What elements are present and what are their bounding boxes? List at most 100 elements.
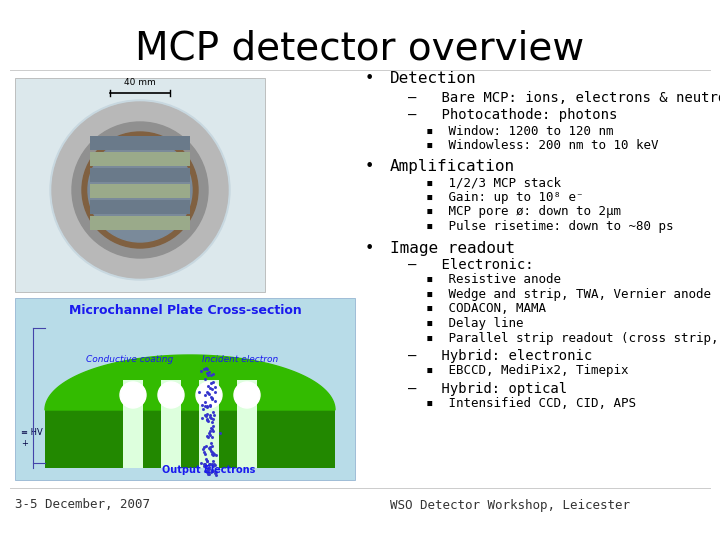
Text: ▪  Resistive anode: ▪ Resistive anode xyxy=(426,273,561,286)
Point xyxy=(202,456,213,465)
Text: –   Electronic:: – Electronic: xyxy=(408,258,534,272)
Point xyxy=(199,375,211,383)
Point xyxy=(202,371,214,380)
Point xyxy=(204,427,215,435)
Point xyxy=(209,461,220,469)
Point xyxy=(202,403,213,411)
Point xyxy=(202,464,213,473)
Point xyxy=(198,442,210,451)
FancyBboxPatch shape xyxy=(15,298,355,480)
Point xyxy=(201,415,212,423)
Text: ▪  Intensified CCD, CID, APS: ▪ Intensified CCD, CID, APS xyxy=(426,397,636,410)
Circle shape xyxy=(72,122,208,258)
FancyBboxPatch shape xyxy=(15,78,265,292)
Point xyxy=(204,379,216,388)
Text: –   Bare MCP: ions, electrons & neutrons: – Bare MCP: ions, electrons & neutrons xyxy=(408,91,720,105)
Point xyxy=(202,432,213,441)
Circle shape xyxy=(52,102,228,278)
Text: ▪  Gain: up to 10⁸ e⁻: ▪ Gain: up to 10⁸ e⁻ xyxy=(426,191,583,204)
Text: •: • xyxy=(364,241,374,256)
Point xyxy=(206,433,217,441)
Point xyxy=(202,467,213,476)
Circle shape xyxy=(234,382,260,408)
Point xyxy=(202,409,213,418)
Text: ▪  Parallel strip readout (cross strip, etc.): ▪ Parallel strip readout (cross strip, e… xyxy=(426,332,720,345)
Point xyxy=(206,423,217,432)
Text: Amplification: Amplification xyxy=(390,159,515,174)
Point xyxy=(204,429,215,438)
Point xyxy=(205,447,217,456)
Text: ▪  Pulse risetime: down to ~80 ps: ▪ Pulse risetime: down to ~80 ps xyxy=(426,220,673,233)
Point xyxy=(214,429,225,437)
Point xyxy=(202,416,214,425)
Text: Output Electrons: Output Electrons xyxy=(162,465,256,475)
FancyBboxPatch shape xyxy=(90,216,190,230)
Point xyxy=(204,402,216,410)
Text: ▪  Window: 1200 to 120 nm: ▪ Window: 1200 to 120 nm xyxy=(426,125,613,138)
Point xyxy=(200,455,212,463)
Point xyxy=(200,364,212,373)
Text: –   Photocathode: photons: – Photocathode: photons xyxy=(408,108,617,122)
Point xyxy=(207,424,218,433)
Point xyxy=(197,404,209,413)
Text: Image readout: Image readout xyxy=(390,241,515,256)
Point xyxy=(204,401,216,410)
Point xyxy=(207,394,218,403)
Point xyxy=(202,388,214,397)
Circle shape xyxy=(50,100,230,280)
Point xyxy=(199,397,210,406)
Text: ▪  Wedge and strip, TWA, Vernier anode: ▪ Wedge and strip, TWA, Vernier anode xyxy=(426,288,711,301)
Point xyxy=(205,414,217,423)
Point xyxy=(208,410,220,419)
FancyBboxPatch shape xyxy=(237,380,257,468)
Point xyxy=(207,456,218,465)
Point xyxy=(195,459,207,468)
Point xyxy=(203,444,215,453)
Point xyxy=(199,448,210,457)
Point xyxy=(204,368,215,377)
FancyBboxPatch shape xyxy=(90,152,190,166)
Point xyxy=(204,460,216,468)
FancyBboxPatch shape xyxy=(161,380,181,468)
Point xyxy=(202,464,214,472)
Point xyxy=(205,370,217,379)
Point xyxy=(195,367,207,375)
FancyBboxPatch shape xyxy=(90,184,190,198)
Circle shape xyxy=(196,382,222,408)
Point xyxy=(207,377,219,386)
Text: ▪  MCP pore ø: down to 2μm: ▪ MCP pore ø: down to 2μm xyxy=(426,205,621,218)
Point xyxy=(206,465,217,474)
Text: 3-5 December, 2007: 3-5 December, 2007 xyxy=(15,498,150,511)
Point xyxy=(202,468,214,476)
Point xyxy=(210,382,221,391)
Point xyxy=(197,445,208,454)
Point xyxy=(207,415,219,423)
Point xyxy=(198,461,210,470)
Point xyxy=(196,401,207,409)
Point xyxy=(202,468,214,476)
FancyBboxPatch shape xyxy=(90,168,190,182)
Point xyxy=(197,414,208,422)
Point xyxy=(194,388,205,396)
Point xyxy=(206,449,217,458)
Point xyxy=(207,462,219,470)
Point xyxy=(201,387,212,396)
Point xyxy=(201,456,212,465)
Text: Microchannel Plate Cross-section: Microchannel Plate Cross-section xyxy=(68,304,302,317)
Text: Detection: Detection xyxy=(390,71,477,86)
Point xyxy=(199,364,210,373)
Text: Incident electron: Incident electron xyxy=(202,355,278,364)
Text: 40 mm: 40 mm xyxy=(124,78,156,87)
Point xyxy=(202,466,213,475)
Point xyxy=(207,421,219,430)
Point xyxy=(202,382,213,390)
Point xyxy=(211,450,222,459)
Point xyxy=(209,388,220,397)
Point xyxy=(209,397,220,406)
Text: ▪  EBCCD, MediPix2, Timepix: ▪ EBCCD, MediPix2, Timepix xyxy=(426,364,629,377)
Point xyxy=(207,467,218,476)
Text: ▪  Delay line: ▪ Delay line xyxy=(426,317,523,330)
Point xyxy=(199,411,210,420)
Circle shape xyxy=(88,138,192,242)
Point xyxy=(207,370,219,379)
